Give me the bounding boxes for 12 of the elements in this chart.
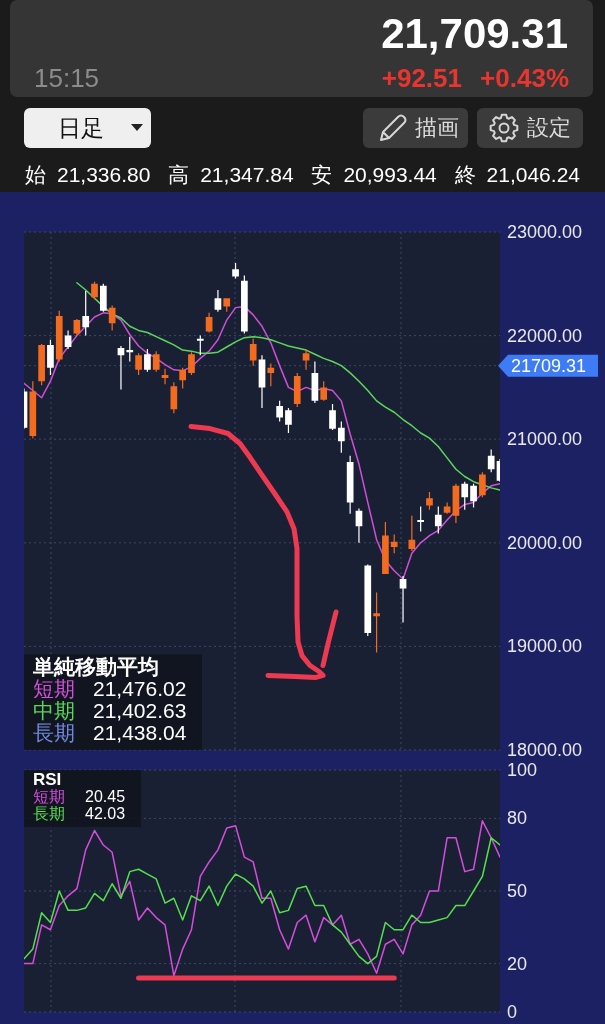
value: 21,046.24 xyxy=(486,162,580,188)
label: 始 xyxy=(25,162,46,188)
text: +92.51 xyxy=(381,63,462,93)
label: 高 xyxy=(168,162,190,188)
label: 安 xyxy=(311,162,333,188)
text: 21,709.31 xyxy=(381,10,568,58)
text: +0.43% xyxy=(480,63,569,93)
value: 21,336.80 xyxy=(57,162,151,188)
value: 20,993.44 xyxy=(343,162,437,188)
label: 終 xyxy=(454,162,476,188)
value: 21,347.84 xyxy=(200,162,294,188)
text: 15:15 xyxy=(34,63,100,93)
